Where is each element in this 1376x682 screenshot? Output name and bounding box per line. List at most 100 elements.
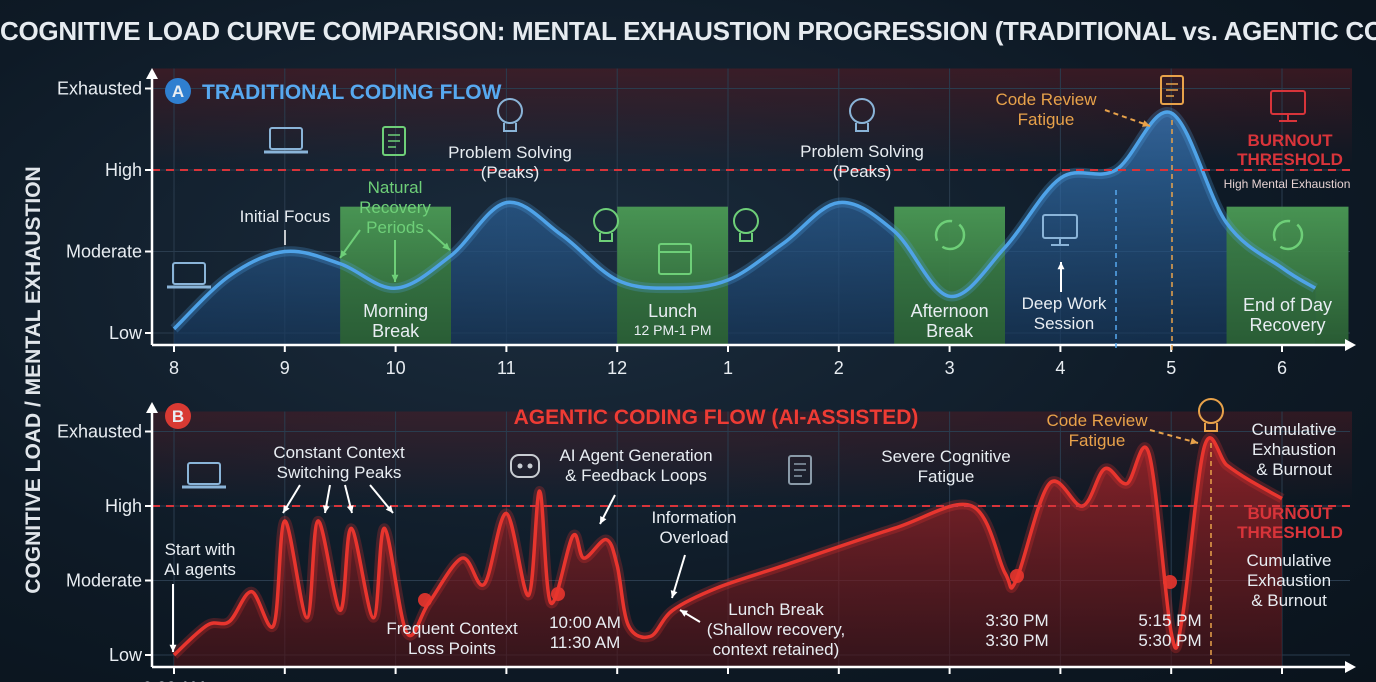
- burnout-threshold-label-line: THRESHOLD: [1237, 150, 1343, 169]
- annotation-arrow-head: [283, 505, 290, 513]
- x-tick-label-line: 8: [169, 358, 179, 378]
- y-tick-label: Low: [109, 645, 143, 665]
- burnout-threshold-label: BURNOUT THRESHOLD: [1237, 504, 1343, 542]
- x-tick-label: 8: [169, 358, 179, 378]
- annotation-problem-solving-line: Problem Solving: [448, 143, 572, 162]
- x-tick-label-line: 11: [497, 358, 516, 378]
- x-tick-label-line: 9:00 AM: [143, 678, 205, 682]
- brain-icon-neck: [503, 123, 517, 132]
- recovery-area: [1226, 222, 1316, 345]
- panel-badge-label-line: A: [172, 82, 184, 101]
- y-tick-label: Low: [109, 323, 143, 343]
- x-tick-label-line: 1: [723, 358, 733, 378]
- x-tick-label-line: 2: [834, 358, 844, 378]
- area-fill: [174, 111, 1316, 345]
- y-tick-label: High: [105, 496, 142, 516]
- annotation-natural-recovery-line: Recovery: [359, 198, 431, 217]
- annotation-lunch-line: Lunch Break: [728, 600, 824, 619]
- annotation-arrow-head: [1190, 437, 1198, 445]
- series-line: [172, 110, 1317, 331]
- annotation-info-overload-line: Overload: [660, 528, 729, 547]
- annotation-code-review: Code Review Fatigue: [1046, 411, 1148, 450]
- annotation-lunch: Lunch Break (Shallow recovery, context ret…: [707, 600, 846, 659]
- y-tick-label-line: High: [105, 160, 142, 180]
- annotation-cumulative-line: Exhaustion: [1252, 440, 1336, 459]
- recovery-zone-label-line: Recovery: [1250, 315, 1326, 335]
- monitor-icon-stand: [1051, 238, 1069, 246]
- annotation-arrow-head: [169, 644, 177, 652]
- annotation-code-review-line: Code Review: [1046, 411, 1148, 430]
- annotation-natural-recovery-line: Natural: [368, 178, 423, 197]
- annotation-problem-solving-line: (Peaks): [481, 163, 540, 182]
- annotation-lunch-line: context retained): [713, 640, 840, 659]
- annotation-context-loss-line: Loss Points: [408, 639, 496, 658]
- context-loss-marker: [551, 587, 565, 601]
- annotation-cumulative-line: Exhaustion: [1247, 571, 1331, 590]
- x-axis-arrow: [1345, 661, 1356, 673]
- annotation-ai-agent-loops-line: AI Agent Generation: [559, 446, 712, 465]
- recovery-zone-label-line: End of Day: [1243, 295, 1332, 315]
- annotation-context-loss-line: Frequent Context: [386, 619, 518, 638]
- x-tick-label-line: 12: [607, 358, 627, 378]
- annotation-arrow-head: [391, 274, 399, 282]
- document-icon: [1160, 75, 1184, 105]
- y-tick-label-line: Moderate: [66, 571, 142, 591]
- context-loss-marker: [1010, 569, 1024, 583]
- laptop-icon: [269, 127, 303, 150]
- annotation-arrow-head: [680, 610, 688, 617]
- recovery-zone-label-line: Afternoon: [911, 301, 989, 321]
- x-tick-label: 12: [607, 358, 627, 378]
- brain-icon: [1198, 398, 1224, 424]
- y-tick-label-line: Low: [109, 323, 143, 343]
- annotation-time-labels: 3:30 PM 3:30 PM: [985, 611, 1048, 650]
- annotation-start-line: AI agents: [164, 560, 236, 579]
- x-tick-label: 4: [1055, 358, 1065, 378]
- annotation-context-loss: Frequent Context Loss Points: [386, 619, 518, 658]
- annotation-arrow: [671, 554, 686, 599]
- annotation-natural-recovery-line: Periods: [366, 218, 424, 237]
- annotation-code-review-line: Fatigue: [1018, 110, 1075, 129]
- x-tick-label: 1: [723, 358, 733, 378]
- brain-icon: [733, 208, 759, 234]
- brain-icon: [497, 98, 523, 124]
- annotation-arrow-head: [442, 242, 450, 250]
- document-icon: [788, 455, 812, 485]
- annotation-cumulative: Cumulative Exhaustion & Burnout: [1246, 551, 1331, 610]
- annotation-arrow-head: [340, 250, 348, 258]
- annotation-arrow-head: [385, 505, 393, 513]
- annotation-start: Start with AI agents: [164, 540, 236, 579]
- annotation-context-switching-line: Constant Context: [273, 443, 405, 462]
- annotation-context-switching: Constant Context Switching Peaks: [273, 443, 405, 482]
- laptop-icon: [172, 262, 206, 285]
- context-loss-marker: [1163, 575, 1177, 589]
- annotation-arrow-head: [1142, 120, 1150, 127]
- burnout-threshold-sublabel: High Mental Exhaustion: [1224, 177, 1351, 191]
- annotation-ai-agent-loops: AI Agent Generation & Feedback Loops: [559, 446, 712, 485]
- x-tick-label: 5: [1166, 358, 1176, 378]
- refresh-icon: [934, 219, 966, 251]
- annotation-info-overload-line: Information: [651, 508, 736, 527]
- x-tick-label-line: 10: [386, 358, 406, 378]
- annotation-code-review: Code Review Fatigue: [995, 90, 1097, 129]
- annotation-problem-solving: Problem Solving (Peaks): [800, 142, 924, 181]
- document-icon-lines: [794, 463, 806, 477]
- x-tick-label: 3: [945, 358, 955, 378]
- annotation-time-labels-line: 11:30 AM: [550, 633, 621, 652]
- annotation-code-review-line: Fatigue: [1069, 431, 1126, 450]
- x-tick-label: 10: [386, 358, 406, 378]
- burnout-threshold-label-line: BURNOUT: [1248, 131, 1334, 150]
- annotation-problem-solving-line: (Peaks): [833, 162, 892, 181]
- y-tick-label: Exhausted: [57, 422, 142, 442]
- y-tick-label: High: [105, 160, 142, 180]
- x-tick-label-line: 5: [1166, 358, 1176, 378]
- panel-title: AGENTIC CODING FLOW (AI-ASSISTED): [514, 406, 919, 429]
- annotation-ai-agent-loops-line: & Feedback Loops: [565, 466, 707, 485]
- x-tick-label-line: 9: [280, 358, 290, 378]
- annotation-arrow-head: [670, 590, 678, 598]
- annotation-initial-focus-line: Initial Focus: [240, 207, 331, 226]
- x-tick-label: 9: [280, 358, 290, 378]
- laptop-icon: [187, 462, 221, 485]
- annotation-deep-work-line: Deep Work: [1022, 294, 1107, 313]
- annotation-initial-focus: Initial Focus: [240, 207, 331, 226]
